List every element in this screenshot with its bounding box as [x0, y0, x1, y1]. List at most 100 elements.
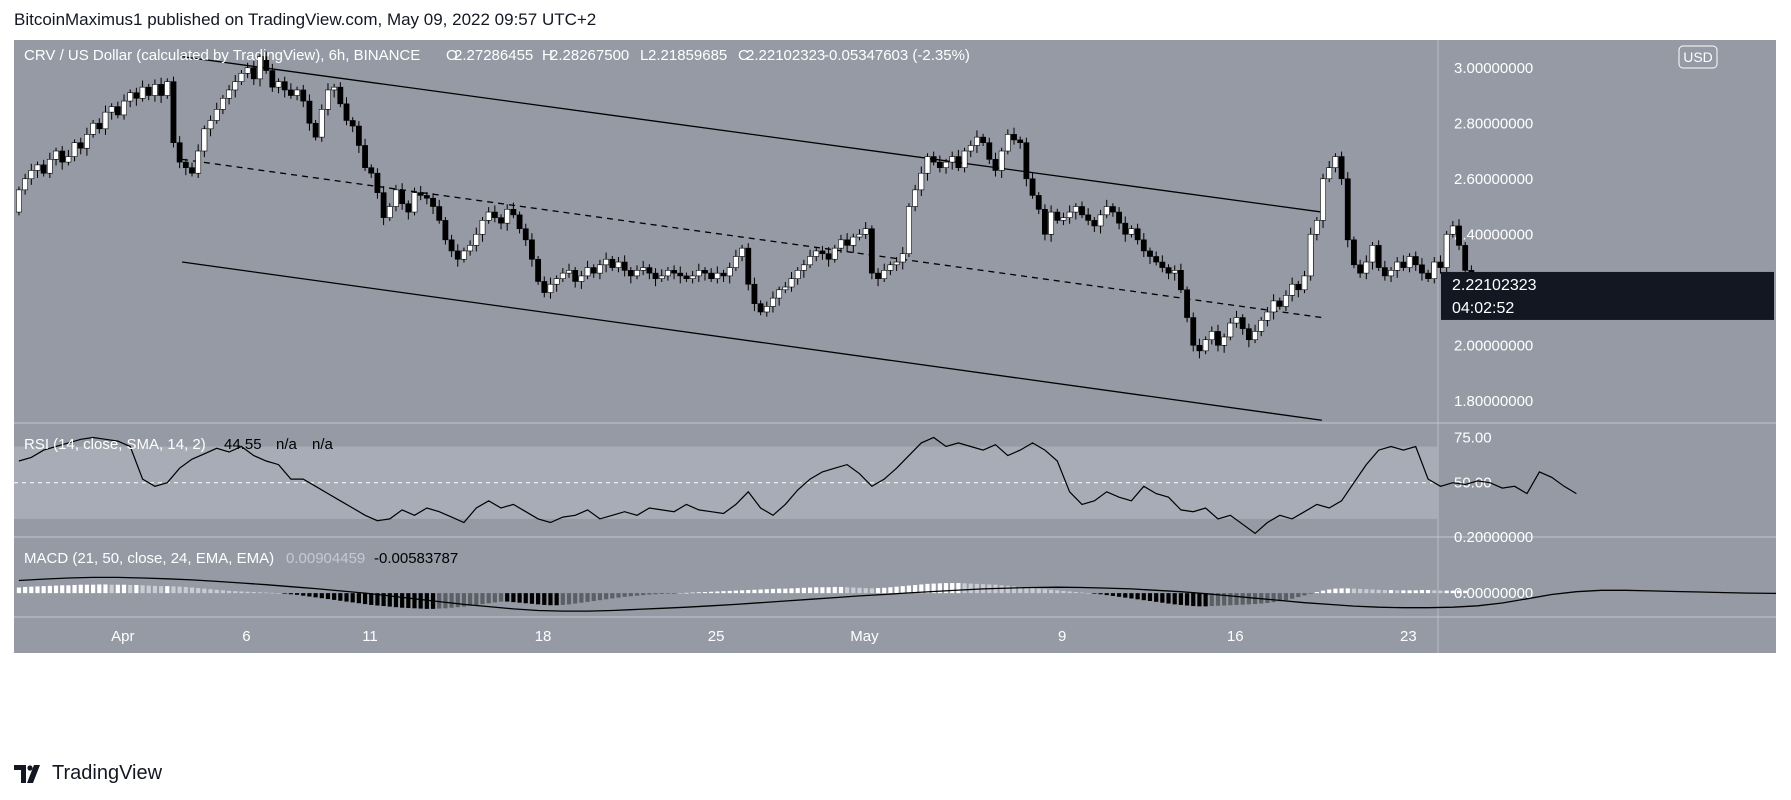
chart-svg[interactable]: 3.00000000 2.80000000 2.60000000 2.40000000… [14, 40, 1791, 746]
candle-up [1208, 331, 1215, 341]
candle-down [40, 164, 47, 174]
macd-histogram-bar [264, 592, 269, 594]
macd-histogram-bar [956, 583, 961, 594]
candle-up [1369, 245, 1376, 263]
candle-down [170, 81, 177, 143]
candle-up [90, 122, 97, 135]
candle-down [96, 122, 103, 130]
macd-histogram-bar [1104, 593, 1109, 596]
candle-down [1147, 250, 1153, 257]
candle-down [1357, 264, 1364, 274]
candle-down [541, 281, 548, 293]
candle-up [238, 73, 245, 82]
macd-histogram-bar [498, 593, 504, 602]
candle-up [949, 156, 956, 163]
macd-histogram-bar [1314, 592, 1319, 594]
candle-up [856, 233, 863, 238]
candle-down [454, 250, 461, 260]
macd-histogram-bar [542, 593, 547, 605]
ohlc-label: C [738, 47, 749, 64]
macd-histogram-bar [678, 593, 683, 594]
macd-histogram-bar [1432, 590, 1437, 594]
candle-down [1215, 331, 1221, 346]
macd-histogram-bar [251, 592, 256, 594]
candle-down [875, 272, 881, 279]
macd-histogram-bar [443, 593, 448, 609]
rsi-pane: 75.00 50.00 RSI (14, close, SMA, 14, 2) 44.… [14, 429, 1577, 535]
macd-histogram-bar [356, 593, 361, 604]
macd-histogram-bar [1370, 589, 1375, 594]
candle-up [53, 150, 59, 160]
macd-histogram-bar [140, 585, 145, 594]
candle-up [794, 270, 801, 279]
candle-up [152, 84, 158, 96]
candle-down [448, 239, 455, 252]
macd-histogram-bar [820, 587, 825, 594]
macd-histogram-bar [121, 584, 127, 594]
candle-down [1425, 272, 1432, 279]
macd-histogram-bar [1030, 588, 1035, 594]
candle-down [1295, 283, 1302, 291]
macd-histogram-bar [233, 591, 238, 594]
macd-histogram-bar [270, 592, 275, 594]
macd-histogram-bar [171, 586, 176, 594]
candle-up [813, 250, 820, 257]
candle-down [535, 258, 542, 282]
candle-up [1394, 261, 1401, 271]
candle-down [189, 167, 195, 174]
rsi-tick-label: 50.00 [1454, 475, 1492, 492]
candle-down [980, 136, 987, 143]
candle-up [257, 56, 263, 80]
macd-histogram-bar [845, 587, 850, 594]
macd-histogram-bar [770, 588, 776, 594]
macd-histogram-bar [84, 584, 90, 594]
macd-histogram-bar [610, 593, 615, 599]
macd-histogram-bar [41, 586, 46, 594]
candle-down [936, 161, 943, 168]
macd-histogram-bar [47, 585, 52, 594]
macd-histogram-bar [1123, 593, 1128, 598]
macd-histogram-bar [177, 586, 182, 594]
macd-histogram-bar [1290, 593, 1295, 599]
time-tick-label: May [850, 628, 879, 645]
macd-histogram-bar [202, 588, 207, 594]
candle-down [1116, 211, 1122, 224]
last-price-badge [1441, 271, 1774, 320]
candle-up [1128, 228, 1135, 235]
macd-histogram-bar [566, 593, 572, 605]
currency-button[interactable] [1678, 45, 1718, 69]
time-tick-label: 9 [1058, 628, 1066, 645]
candle-up [1388, 270, 1394, 277]
macd-histogram-bar [418, 593, 423, 609]
candle-up [1289, 283, 1296, 296]
time-tick-label: 6 [242, 628, 250, 645]
macd-histogram-bar [369, 593, 374, 605]
macd-histogram-bar [634, 593, 640, 596]
candle-up [1320, 178, 1326, 221]
macd-histogram-bar [925, 583, 930, 594]
candle-down [652, 272, 659, 279]
macd-histogram-bar [1098, 593, 1103, 595]
candle-up [139, 86, 146, 99]
ohlc-label: O [446, 47, 458, 64]
candle-down [819, 250, 826, 255]
macd-histogram-bar [1222, 593, 1227, 606]
macd-histogram-bar [1079, 592, 1085, 594]
candle-up [1443, 233, 1450, 268]
macd-histogram-bar [1073, 592, 1078, 594]
candle-down [955, 156, 962, 168]
macd-histogram-bar [560, 593, 565, 605]
macd-histogram-bar [1234, 593, 1239, 605]
time-axis: Apr 6 11 18 25 May 9 16 23 [111, 628, 1417, 645]
macd-histogram-bar [888, 587, 893, 594]
macd-tick-label: 0.20000000 [1454, 529, 1533, 546]
macd-histogram-bar [455, 593, 460, 608]
candle-up [1060, 217, 1067, 221]
macd-histogram-bar [875, 588, 881, 594]
candle-down [621, 261, 628, 271]
macd-histogram-bar [1129, 593, 1134, 599]
candle-down [1381, 267, 1388, 277]
macd-histogram-bar [1308, 593, 1313, 594]
macd-histogram-bar [1067, 591, 1072, 594]
ohlc-value: 2.21859685 [648, 47, 727, 64]
